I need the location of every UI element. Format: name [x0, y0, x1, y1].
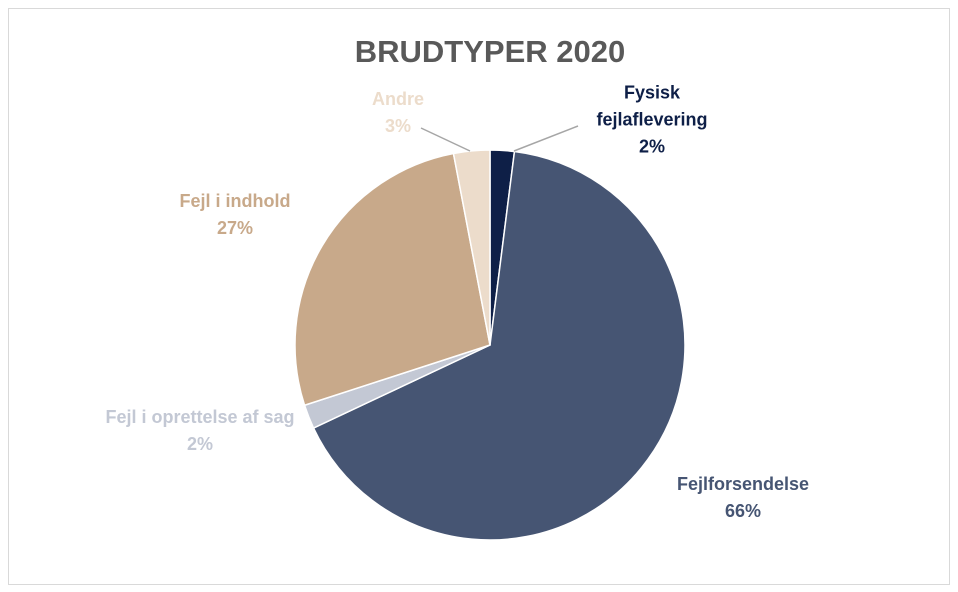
label-category: Andre [371, 89, 424, 109]
pie [294, 149, 686, 541]
label-category: Fejl i oprettelse af sag [105, 407, 295, 427]
data-label: Andre 3% [348, 86, 448, 140]
leader-line [513, 125, 579, 152]
data-label: Fysisk fejlaflevering 2% [567, 80, 737, 161]
label-category: Fejlforsendelse [676, 474, 810, 494]
data-label: Fejlforsendelse 66% [643, 471, 843, 525]
pie-slice [312, 150, 686, 541]
pie-slice [294, 152, 491, 407]
label-value: 2% [186, 434, 213, 454]
data-label: Fejl i oprettelse af sag 2% [100, 404, 300, 458]
chart-title: BRUDTYPER 2020 [354, 34, 626, 69]
label-value: 3% [384, 116, 411, 136]
pie-slice [452, 149, 491, 346]
data-label: Fejl i indhold 27% [135, 188, 335, 242]
label-category: Fysisk fejlaflevering [596, 82, 708, 130]
label-value: 27% [216, 218, 254, 238]
label-value: 2% [638, 136, 665, 157]
label-category: Fejl i indhold [179, 191, 291, 211]
label-value: 66% [724, 501, 762, 521]
leader-line [420, 127, 471, 152]
